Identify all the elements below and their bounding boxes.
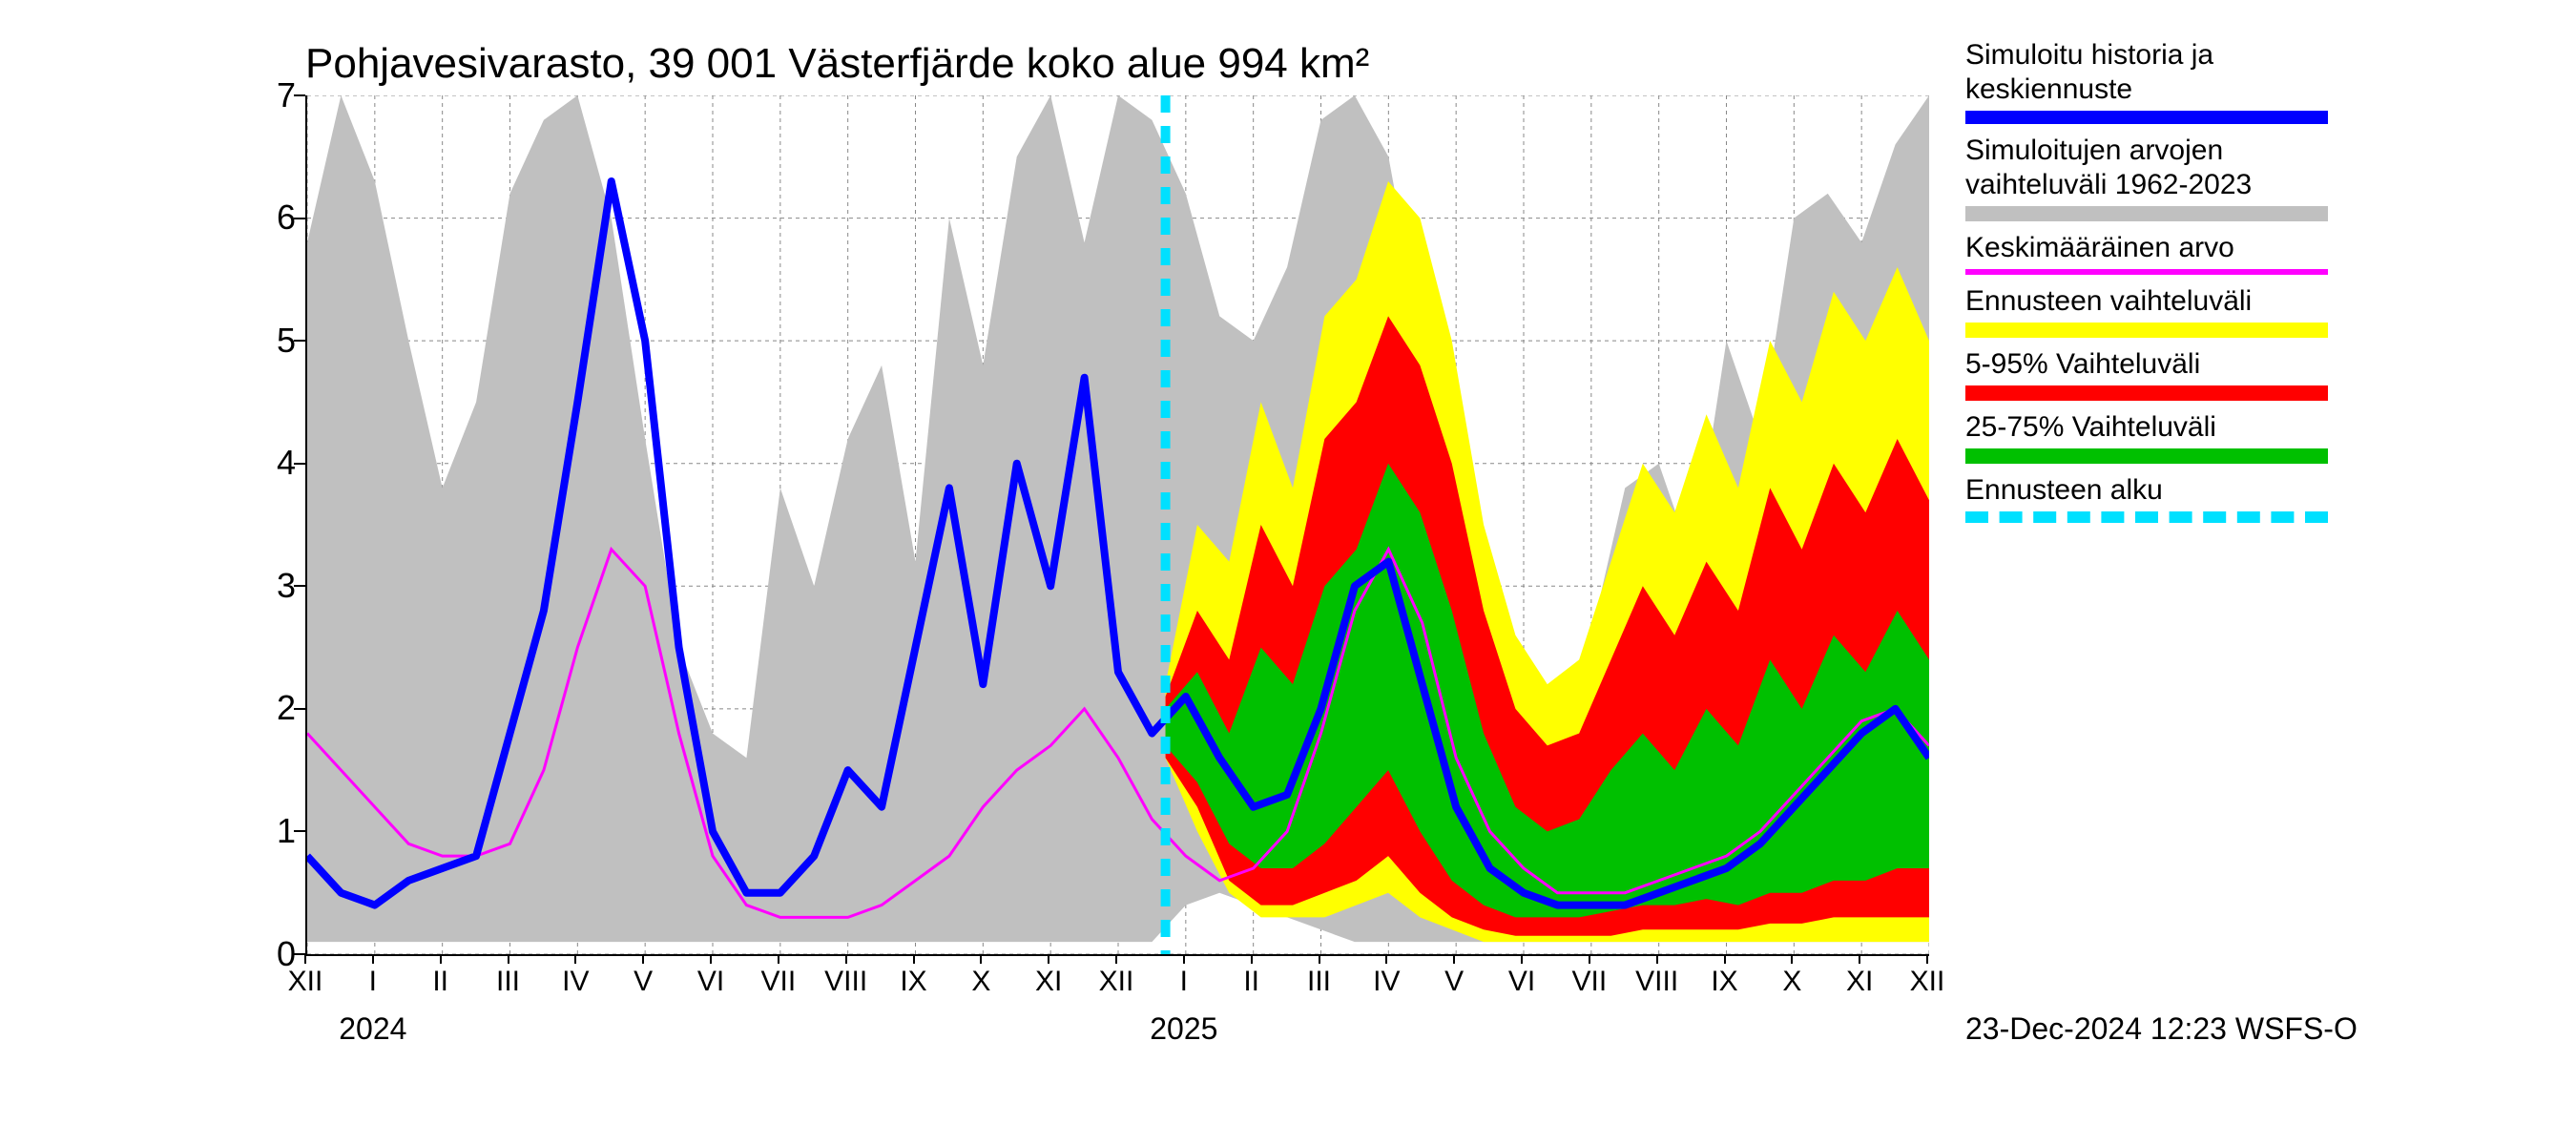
x-tick-mark — [1251, 954, 1253, 964]
x-year-label: 2024 — [339, 1011, 406, 1047]
chart-page: Pohjavesivarasto / Groundwater storage m… — [0, 0, 2576, 1145]
x-tick-mark — [642, 954, 644, 964]
x-tick-label: III — [1307, 966, 1331, 998]
x-tick-mark — [710, 954, 712, 964]
x-tick-mark — [1926, 954, 1928, 964]
y-tick-7: 7 — [239, 75, 296, 115]
legend-label: vaihteluväli 1962-2023 — [1965, 168, 2538, 202]
y-tick-mark — [294, 94, 305, 96]
x-tick-mark — [1048, 954, 1049, 964]
legend-swatch — [1965, 385, 2328, 401]
x-tick-mark — [508, 954, 509, 964]
x-tick-label: IX — [1711, 966, 1737, 998]
legend-label: Keskimääräinen arvo — [1965, 231, 2538, 265]
legend-swatch — [1965, 448, 2328, 464]
x-tick-label: XII — [288, 966, 323, 998]
y-tick-mark — [294, 585, 305, 587]
legend-label: 5-95% Vaihteluväli — [1965, 347, 2538, 382]
x-tick-label: XII — [1910, 966, 1945, 998]
x-tick-label: X — [971, 966, 990, 998]
legend-swatch — [1965, 111, 2328, 124]
y-tick-1: 1 — [239, 811, 296, 851]
legend-entry-forecast_start: Ennusteen alku — [1965, 473, 2538, 523]
legend-swatch — [1965, 323, 2328, 338]
y-tick-mark — [294, 953, 305, 955]
legend-entry-forecast_range: Ennusteen vaihteluväli — [1965, 284, 2538, 338]
y-tick-4: 4 — [239, 443, 296, 483]
x-tick-label: I — [369, 966, 377, 998]
legend-entry-mean: Keskimääräinen arvo — [1965, 231, 2538, 275]
x-tick-label: IV — [1373, 966, 1400, 998]
x-tick-mark — [1115, 954, 1117, 964]
x-tick-mark — [1453, 954, 1455, 964]
x-tick-label: VII — [760, 966, 796, 998]
x-tick-mark — [574, 954, 576, 964]
legend-swatch — [1965, 269, 2328, 275]
legend-entry-p25_75: 25-75% Vaihteluväli — [1965, 410, 2538, 464]
x-tick-label: XII — [1099, 966, 1134, 998]
y-tick-mark — [294, 463, 305, 465]
x-tick-label: VI — [697, 966, 724, 998]
legend-entry-sim_hist: Simuloitu historia jakeskiennuste — [1965, 38, 2538, 124]
x-tick-mark — [1385, 954, 1387, 964]
x-tick-mark — [1183, 954, 1185, 964]
y-tick-mark — [294, 708, 305, 710]
y-tick-mark — [294, 218, 305, 219]
y-tick-2: 2 — [239, 688, 296, 728]
plot-area — [305, 95, 1929, 956]
x-tick-label: VIII — [1635, 966, 1678, 998]
y-tick-6: 6 — [239, 198, 296, 238]
x-tick-mark — [1724, 954, 1726, 964]
legend-label: Simuloitu historia ja — [1965, 38, 2538, 73]
x-tick-label: IV — [562, 966, 589, 998]
legend-label: Simuloitujen arvojen — [1965, 134, 2538, 168]
x-tick-mark — [913, 954, 915, 964]
x-tick-label: VII — [1571, 966, 1607, 998]
y-tick-mark — [294, 340, 305, 342]
y-tick-5: 5 — [239, 321, 296, 361]
x-tick-label: V — [1444, 966, 1464, 998]
x-tick-mark — [372, 954, 374, 964]
y-tick-3: 3 — [239, 566, 296, 606]
x-tick-label: II — [1243, 966, 1259, 998]
x-tick-label: II — [432, 966, 448, 998]
footer-timestamp: 23-Dec-2024 12:23 WSFS-O — [1965, 1011, 2358, 1047]
legend-label: Ennusteen vaihteluväli — [1965, 284, 2538, 319]
x-tick-mark — [1791, 954, 1793, 964]
x-tick-label: V — [634, 966, 653, 998]
x-tick-mark — [980, 954, 982, 964]
legend-swatch — [1965, 206, 2328, 221]
x-tick-mark — [440, 954, 442, 964]
x-tick-label: I — [1180, 966, 1188, 998]
x-tick-label: XI — [1035, 966, 1062, 998]
legend-label: Ennusteen alku — [1965, 473, 2538, 508]
x-tick-mark — [1859, 954, 1860, 964]
y-tick-mark — [294, 830, 305, 832]
x-tick-label: VIII — [824, 966, 867, 998]
legend-entry-p5_95: 5-95% Vaihteluväli — [1965, 347, 2538, 401]
x-tick-label: IX — [900, 966, 926, 998]
legend: Simuloitu historia jakeskiennusteSimuloi… — [1965, 38, 2538, 532]
x-tick-label: X — [1782, 966, 1801, 998]
x-tick-label: XI — [1846, 966, 1873, 998]
legend-entry-sim_range: Simuloitujen arvojenvaihteluväli 1962-20… — [1965, 134, 2538, 221]
x-tick-mark — [1589, 954, 1590, 964]
x-tick-mark — [304, 954, 306, 964]
x-tick-mark — [1656, 954, 1658, 964]
legend-swatch — [1965, 511, 2328, 523]
x-tick-mark — [845, 954, 847, 964]
x-tick-label: III — [496, 966, 520, 998]
x-year-label: 2025 — [1150, 1011, 1217, 1047]
plot-svg — [307, 95, 1929, 954]
chart-title: Pohjavesivarasto, 39 001 Västerfjärde ko… — [305, 40, 1369, 88]
legend-label: keskiennuste — [1965, 73, 2538, 107]
x-tick-mark — [1319, 954, 1320, 964]
x-tick-label: VI — [1508, 966, 1535, 998]
legend-label: 25-75% Vaihteluväli — [1965, 410, 2538, 445]
x-tick-mark — [778, 954, 779, 964]
x-tick-mark — [1521, 954, 1523, 964]
